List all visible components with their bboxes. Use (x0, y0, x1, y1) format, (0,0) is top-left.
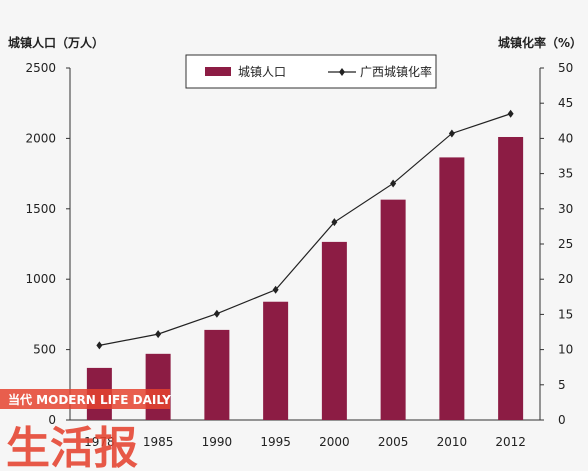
right-tick-label: 5 (558, 378, 566, 392)
bar (145, 353, 171, 420)
legend-label-bar: 城镇人口 (238, 65, 286, 79)
right-tick-label: 30 (558, 202, 573, 216)
right-axis-title: 城镇化率（%） (498, 35, 582, 50)
x-tick-label: 2005 (378, 435, 409, 449)
bar (321, 241, 347, 420)
left-tick-label: 2500 (25, 61, 56, 75)
bar (498, 136, 524, 420)
bar (263, 301, 289, 420)
right-tick-label: 45 (558, 96, 573, 110)
legend-marker (339, 68, 345, 76)
bar (204, 329, 230, 420)
watermark: 当代 MODERN LIFE DAILY 生活报 (0, 389, 171, 471)
right-tick-labels: 0 5 10 15 20 25 30 35 40 45 50 (558, 61, 573, 427)
x-tick-labels: 1978 1985 1990 1995 2000 2005 2010 2012 (84, 435, 526, 449)
line-point (448, 129, 455, 138)
legend-swatch-bar (205, 67, 231, 76)
right-tick-label: 10 (558, 343, 573, 357)
line-point (390, 179, 397, 188)
axes (66, 67, 544, 421)
x-tick-label: 2000 (319, 435, 350, 449)
right-tick-label: 35 (558, 167, 573, 181)
left-axis-title: 城镇人口（万人） (8, 35, 104, 50)
right-tick-label: 40 (558, 131, 573, 145)
x-tick-label: 2012 (495, 435, 526, 449)
line-point (213, 309, 220, 318)
line-point (272, 285, 279, 294)
right-tick-label: 15 (558, 307, 573, 321)
watermark-banner (0, 389, 170, 409)
line-point (331, 218, 338, 227)
line-point (96, 341, 103, 350)
watermark-tagline: 当代 MODERN LIFE DAILY (8, 392, 171, 407)
x-tick-label: 1990 (202, 435, 233, 449)
right-tick-label: 25 (558, 237, 573, 251)
left-tick-label: 1500 (25, 202, 56, 216)
legend: 城镇人口 广西城镇化率 (185, 54, 437, 89)
line-point (155, 330, 162, 339)
line-series (96, 109, 514, 350)
left-tick-label: 2000 (25, 131, 56, 145)
right-tick-label: 0 (558, 413, 566, 427)
watermark-brand: 生活报 (6, 423, 138, 471)
legend-label-line: 广西城镇化率 (360, 64, 432, 79)
x-tick-label: 1985 (143, 435, 174, 449)
bar-series (86, 136, 524, 420)
right-tick-label: 20 (558, 272, 573, 286)
x-tick-label: 2010 (437, 435, 468, 449)
right-tick-label: 50 (558, 61, 573, 75)
left-tick-label: 0 (48, 413, 56, 427)
line-point (507, 109, 514, 118)
bar (439, 157, 465, 420)
left-tick-label: 500 (33, 343, 56, 357)
x-tick-label: 1978 (84, 435, 115, 449)
x-tick-label: 1995 (260, 435, 291, 449)
line-path (99, 113, 511, 346)
left-tick-labels: 0 500 1000 1500 2000 2500 (25, 61, 56, 427)
bar (380, 199, 406, 420)
left-tick-label: 1000 (25, 272, 56, 286)
